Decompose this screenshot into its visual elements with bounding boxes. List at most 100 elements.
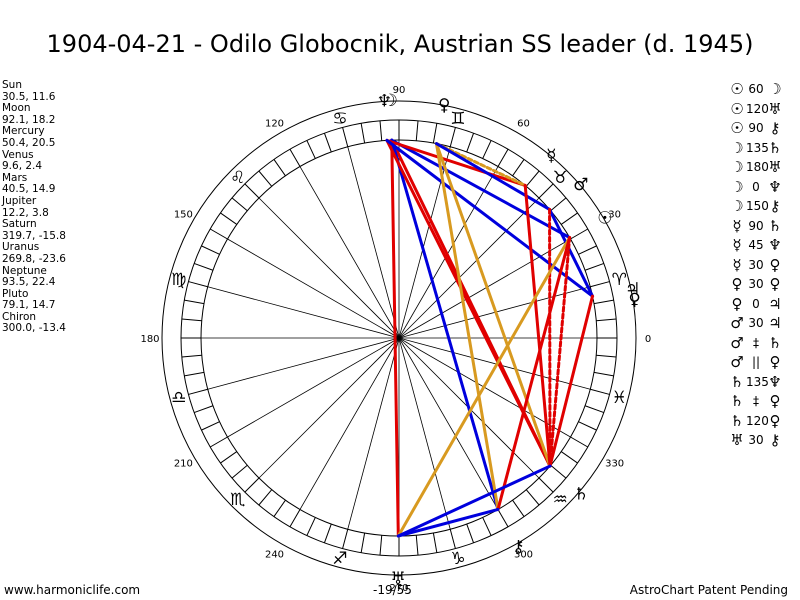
aspect-row: ☉ 120 ♅	[728, 100, 800, 120]
uranus-icon: ♅	[391, 569, 406, 589]
degree-tick	[184, 371, 205, 377]
position-value: 300.0, -13.4	[2, 322, 66, 335]
moon-icon: ☽	[383, 91, 398, 111]
position-value: 319.7, -15.8	[2, 229, 66, 242]
degree-tick	[188, 281, 208, 288]
degree-tick	[466, 523, 475, 544]
aspect-planet-icon: ☉	[730, 119, 744, 137]
degree-tick	[590, 281, 610, 288]
wheel-spoke	[258, 197, 400, 339]
degree-tick	[323, 523, 332, 544]
degree-tick	[570, 436, 589, 448]
degree-label: 240	[265, 550, 284, 561]
aspect-row: ☿ 45 ♆	[728, 236, 800, 256]
aspect-row: ♀ 30 ♀	[728, 275, 800, 295]
degree-tick	[415, 535, 419, 556]
position-name: Jupiter	[2, 194, 37, 207]
aspect-planet-icon: ♀	[769, 275, 781, 293]
aspect-planet-icon: ♄	[730, 372, 744, 391]
aspect-angle: 60	[748, 82, 764, 96]
aspect-angle: ||	[751, 355, 761, 369]
aspect-planet-icon: ☽	[768, 80, 782, 98]
wheel-spoke	[299, 166, 400, 339]
degree-tick	[184, 299, 205, 305]
aspect-angle: 120	[746, 413, 769, 428]
aspect-planet-icon: ♄	[730, 411, 744, 430]
degree-tick	[220, 212, 238, 225]
position-name: Venus	[2, 148, 34, 161]
wheel-spoke	[398, 197, 540, 339]
aspect-angle: 150	[746, 199, 769, 213]
aspect-line	[548, 294, 595, 468]
planet-positions-list: Sun 30.5, 11.6 Moon 92.1, 18.2 Mercury 50.4, …	[2, 79, 122, 335]
aspect-line	[396, 236, 572, 538]
degree-tick	[209, 436, 228, 448]
degree-tick	[415, 120, 419, 141]
scorpio-icon: ♏	[230, 490, 245, 510]
degree-tick	[449, 127, 456, 147]
aspect-angle: ‡	[753, 335, 759, 350]
pluto-icon: ♀	[438, 95, 450, 115]
degree-tick	[193, 405, 214, 414]
degree-tick	[360, 123, 366, 144]
aspect-planet-icon: ☿	[732, 236, 742, 254]
libra-icon: ♎	[171, 388, 186, 408]
aspect-angle: 135	[746, 140, 769, 155]
mars-icon: ♂	[573, 175, 588, 195]
aspect-line	[396, 464, 552, 538]
degree-tick	[525, 489, 540, 506]
degree-tick	[181, 354, 202, 358]
mercury-icon: ☿	[546, 146, 556, 166]
position-name: Uranus	[2, 241, 40, 254]
aspect-row: ☿ 30 ♀	[728, 256, 800, 276]
degree-tick	[379, 535, 383, 556]
aspect-planet-icon: ♂	[730, 333, 744, 352]
degree-tick	[497, 148, 509, 167]
wheel-spoke	[207, 286, 400, 339]
aspect-planet-icon: ☉	[730, 80, 744, 98]
aspect-planet-icon: ♅	[730, 431, 744, 449]
gemini-icon: ♊	[450, 109, 465, 129]
degree-tick	[578, 245, 597, 255]
footer-website[interactable]: www.harmoniclife.com	[4, 583, 141, 597]
degree-label: 300	[514, 550, 533, 561]
degree-tick	[560, 451, 578, 464]
aspect-line	[390, 138, 500, 511]
wheel-spoke	[227, 337, 400, 438]
aspect-row: ♄ 120 ♀	[728, 412, 800, 432]
degree-tick	[596, 354, 617, 358]
position-name: Pluto	[2, 287, 29, 300]
capricorn-icon: ♑	[450, 549, 465, 569]
degree-tick	[201, 245, 220, 255]
aspect-line	[434, 142, 500, 511]
degree-tick	[550, 197, 567, 212]
aspect-angle: 135	[746, 374, 769, 389]
virgo-icon: ♍	[171, 270, 186, 290]
sagittarius-icon: ♐	[332, 549, 347, 569]
page-title: 1904-04-21 - Odilo Globocnik, Austrian S…	[46, 30, 754, 58]
aspect-angle: 30	[748, 257, 764, 272]
degree-tick	[231, 464, 248, 479]
aspect-planet-icon: ♆	[768, 236, 782, 254]
wheel-spoke	[347, 146, 400, 339]
aspect-planet-icon: ♃	[768, 314, 782, 332]
pisces-icon: ♓	[612, 388, 627, 408]
degree-tick	[258, 170, 273, 187]
aspect-planet-icon: ☽	[730, 177, 744, 196]
degree-tick	[482, 140, 492, 159]
position-value: 9.6, 2.4	[2, 160, 43, 173]
aspect-row: ☉ 90 ⚷	[728, 119, 800, 139]
aspect-row: ☽ 150 ⚷	[728, 197, 800, 217]
aspect-row: ♂ 30 ♃	[728, 314, 800, 334]
degree-label: 30	[608, 210, 621, 221]
aspect-planet-icon: ☿	[732, 216, 742, 235]
aspect-planet-icon: ♂	[730, 353, 744, 371]
aspect-angle: 90	[748, 121, 764, 135]
degree-tick	[512, 159, 525, 177]
wheel-spoke	[227, 238, 400, 339]
position-value: 269.8, -23.6	[2, 252, 66, 265]
aspect-angle: 30	[748, 277, 764, 291]
aspect-planet-icon: ♄	[730, 392, 744, 410]
aspect-row: ☽ 135 ♄	[728, 139, 800, 159]
position-value: 79.1, 14.7	[2, 299, 56, 312]
